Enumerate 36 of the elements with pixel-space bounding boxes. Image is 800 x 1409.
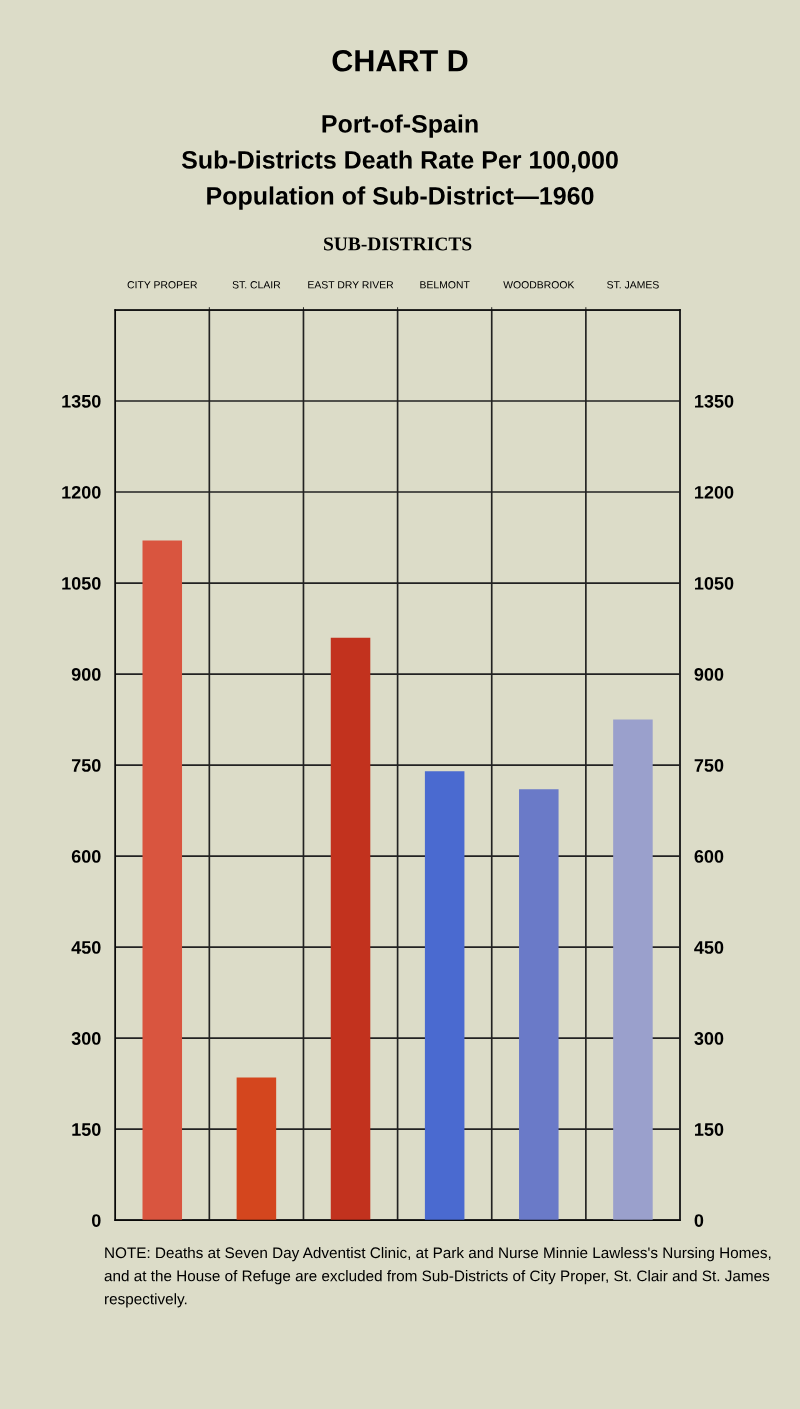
chart-subtitle: Port-of-Spain Sub-Districts Death Rate Per 100,000 Population of Sub-District—1960 (181, 114, 618, 210)
x-tick-label: CITY PROPER (127, 281, 197, 289)
x-axis-title: SUB-DISTRICTS (324, 237, 472, 251)
x-tick-label: WOODBROOK (503, 281, 575, 289)
y2-tick-label: 150 (695, 1123, 724, 1136)
bar (236, 1077, 277, 1221)
y2-tick-label: 450 (694, 941, 724, 954)
x-tick-label: ST. CLAIR (232, 281, 281, 289)
y-tick-label: 0 (91, 1214, 101, 1227)
y2-tick-label: 600 (694, 850, 724, 863)
y2-tick-label: 750 (694, 759, 724, 772)
bar (424, 771, 465, 1221)
y2-tick-label: 900 (694, 668, 724, 681)
y2-tick-label: 1050 (695, 576, 734, 590)
y-tick-label: 1200 (62, 485, 101, 499)
y-tick-label: 1050 (62, 576, 101, 590)
y-tick-label: 300 (71, 1032, 101, 1045)
text: NOTE: Deaths at Seven Day Adventist Clinic, at Park and Nurse Minnie Lawless's Nursing Homes, and at the House of Refuge are excluded from Sub-Districts of City Proper, St. Clair and St. James respectively. (104, 1246, 771, 1308)
y2-tick-label: 300 (694, 1032, 724, 1045)
bar (519, 789, 559, 1221)
y2-tick-label: 1200 (695, 485, 734, 499)
y-tick-label: 600 (71, 850, 101, 863)
y-tick-label: 1350 (62, 394, 101, 408)
bar (142, 540, 183, 1221)
y-tick-label: 450 (71, 941, 101, 954)
x-tick-label: EAST DRY RIVER (308, 281, 394, 289)
y2-tick-label: 0 (694, 1214, 704, 1227)
x-tick-label: BELMONT (420, 281, 470, 289)
bar (613, 719, 653, 1221)
y-tick-label: 750 (71, 759, 101, 772)
y2-tick-label: 1350 (695, 394, 734, 408)
bar (330, 637, 371, 1221)
x-tick-label: ST. JAMES (607, 281, 659, 289)
chart-title: CHART D (332, 49, 468, 72)
y-tick-label: 900 (71, 668, 101, 681)
y-tick-label: 150 (72, 1123, 101, 1136)
